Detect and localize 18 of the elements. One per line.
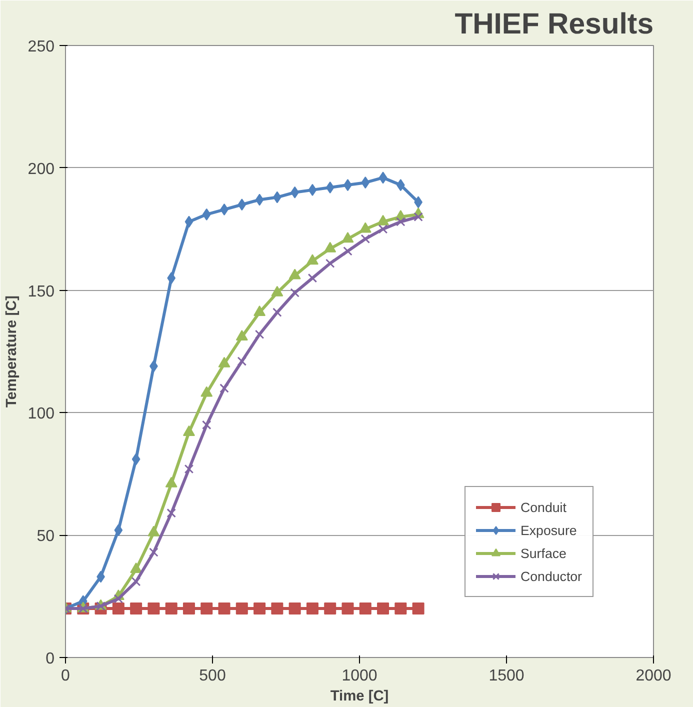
y-tick-label: 150: [28, 283, 55, 300]
y-tick-label: 250: [28, 38, 55, 56]
y-tick-label: 200: [28, 160, 55, 178]
x-tick-label: 1000: [342, 668, 378, 684]
y-tick-label: 0: [46, 650, 55, 668]
legend-label: Conduit: [520, 500, 566, 514]
y-axis-title: Temperature [C]: [4, 295, 20, 408]
legend-label: Surface: [520, 546, 566, 560]
y-tick-label: 50: [36, 528, 55, 546]
y-tick-label: 100: [28, 406, 55, 423]
x-axis-title: Time [C]: [330, 688, 389, 704]
legend-label: Exposure: [520, 522, 577, 538]
x-tick-label: 0: [61, 668, 70, 684]
chart-title: THIEF Results: [454, 8, 654, 40]
x-tick-label: 1500: [488, 668, 524, 684]
legend-label: Conductor: [520, 568, 582, 584]
x-tick-label: 500: [199, 668, 226, 684]
x-tick-label: 2000: [636, 668, 672, 684]
